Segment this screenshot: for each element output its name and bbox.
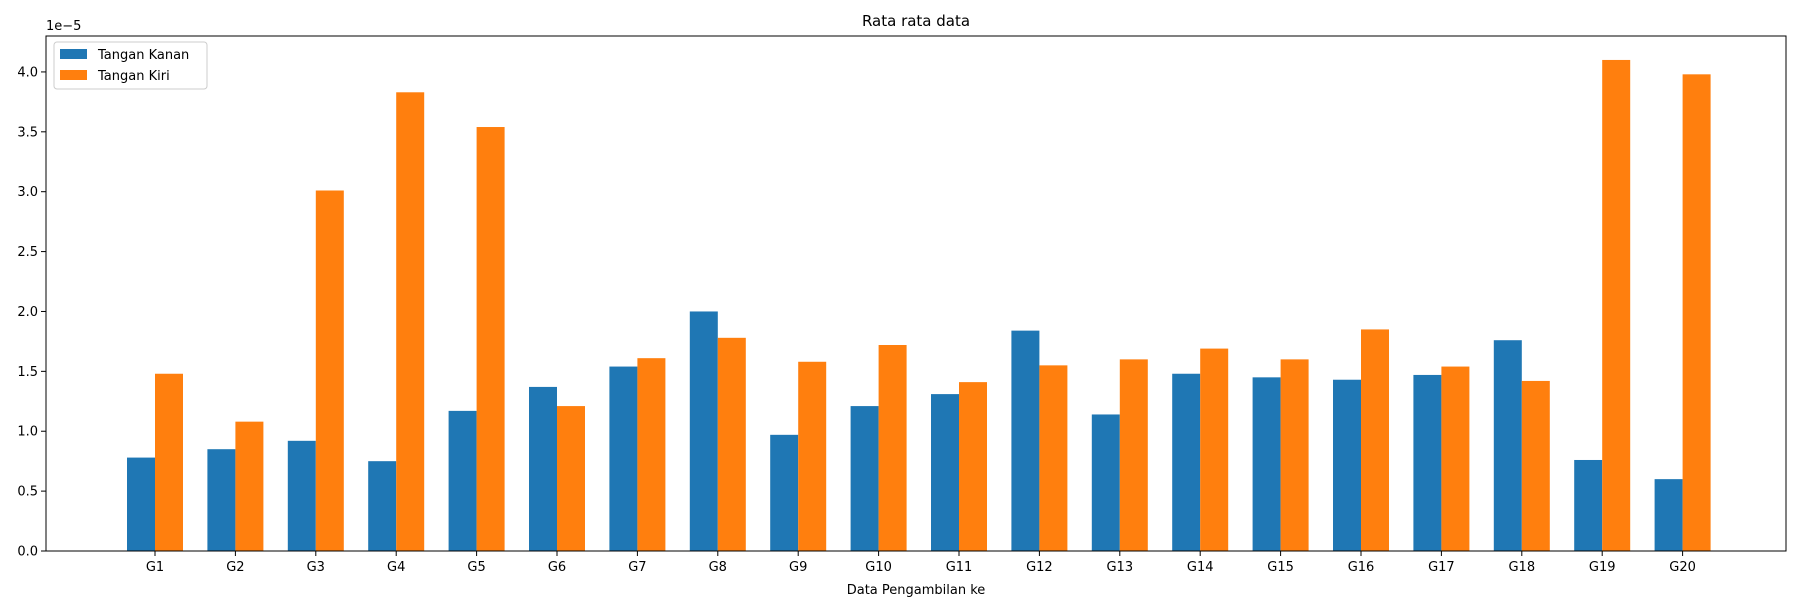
bar-tangan-kanan-g4 xyxy=(368,461,397,551)
bar-tangan-kiri-g13 xyxy=(1119,359,1148,551)
x-tick-label: G12 xyxy=(1026,560,1053,575)
bar-tangan-kiri-g4 xyxy=(396,92,425,551)
x-tick-label: G13 xyxy=(1106,560,1133,575)
bar-tangan-kanan-g18 xyxy=(1493,340,1522,551)
bar-tangan-kanan-g2 xyxy=(207,449,236,551)
bar-tangan-kiri-g3 xyxy=(315,190,344,551)
x-tick-label: G10 xyxy=(865,560,892,575)
bar-tangan-kiri-g6 xyxy=(557,406,585,551)
bar-tangan-kiri-g20 xyxy=(1682,74,1711,551)
bar-tangan-kiri-g19 xyxy=(1602,59,1631,551)
bar-tangan-kiri-g2 xyxy=(235,421,264,551)
bar-tangan-kiri-g11 xyxy=(959,382,987,551)
bar-tangan-kanan-g19 xyxy=(1574,459,1603,551)
x-tick-label: G3 xyxy=(307,560,325,575)
bar-tangan-kiri-g8 xyxy=(717,337,746,551)
x-tick-label: G7 xyxy=(628,560,646,575)
x-ticks-group: G1 G2 G3 G4 G5 G6 G7 G8 G9 G10 G11 G12 G13 G14 G15 G16 G… xyxy=(146,551,1696,575)
y-tick-label: 1.0 xyxy=(17,425,38,440)
x-tick-label: G6 xyxy=(548,560,566,575)
legend-swatch xyxy=(60,49,87,59)
bar-tangan-kanan-g8 xyxy=(689,311,718,551)
bar-tangan-kiri-g17 xyxy=(1441,366,1470,551)
x-tick-label: G1 xyxy=(146,560,164,575)
y-tick-label: 3.0 xyxy=(17,185,38,200)
y-tick-label: 0.0 xyxy=(17,545,38,560)
bar-tangan-kiri-g14 xyxy=(1200,348,1229,551)
bar-tangan-kanan-g12 xyxy=(1011,330,1040,551)
bar-tangan-kanan-g14 xyxy=(1172,373,1201,551)
bar-tangan-kiri-g15 xyxy=(1280,359,1309,551)
x-tick-label: G11 xyxy=(946,560,973,575)
x-tick-label: G18 xyxy=(1508,560,1535,575)
legend-box xyxy=(53,41,208,90)
x-tick-label: G14 xyxy=(1187,560,1214,575)
x-tick-label: G4 xyxy=(387,560,405,575)
x-tick-label: G16 xyxy=(1348,560,1375,575)
x-tick-label: G8 xyxy=(709,560,727,575)
bar-tangan-kiri-g7 xyxy=(637,358,666,551)
x-tick-label: G2 xyxy=(226,560,244,575)
bar-tangan-kanan-g7 xyxy=(609,366,638,551)
legend-label: Tangan Kiri xyxy=(97,69,170,84)
y-tick-label: 2.0 xyxy=(17,305,38,320)
bar-tangan-kiri-g5 xyxy=(476,127,505,551)
bar-tangan-kanan-g9 xyxy=(770,434,799,551)
bar-tangan-kanan-g3 xyxy=(287,440,316,551)
bar-tangan-kanan-g20 xyxy=(1654,479,1683,551)
bar-tangan-kanan-g15 xyxy=(1252,377,1281,551)
x-tick-label: G15 xyxy=(1267,560,1294,575)
legend-swatch xyxy=(60,70,87,80)
bar-tangan-kiri-g18 xyxy=(1521,380,1550,551)
legend-label: Tangan Kanan xyxy=(97,48,189,63)
bar-tangan-kiri-g1 xyxy=(155,373,183,551)
bar-tangan-kanan-g16 xyxy=(1333,379,1361,551)
bar-tangan-kanan-g13 xyxy=(1091,414,1120,551)
y-tick-label: 2.5 xyxy=(17,245,38,260)
bar-tangan-kanan-g10 xyxy=(850,406,879,551)
plot-frame xyxy=(45,35,1787,552)
x-tick-label: G20 xyxy=(1669,560,1696,575)
y-tick-label: 1.5 xyxy=(17,365,38,380)
y-tick-label: 4.0 xyxy=(17,65,38,80)
y-tick-label: 0.5 xyxy=(17,485,38,500)
x-tick-label: G5 xyxy=(467,560,485,575)
y-tick-label: 3.5 xyxy=(17,125,38,140)
bar-tangan-kanan-g5 xyxy=(448,410,477,551)
x-tick-label: G19 xyxy=(1589,560,1616,575)
x-tick-label: G17 xyxy=(1428,560,1455,575)
x-tick-label: G9 xyxy=(789,560,807,575)
bar-tangan-kiri-g16 xyxy=(1361,329,1389,551)
y-ticks-group: 0.0 0.5 1.0 1.5 2.0 2.5 3.0 3.5 4.0 xyxy=(17,65,46,560)
chart-title: Rata rata data xyxy=(862,12,970,30)
legend: Tangan Kanan Tangan Kiri xyxy=(53,41,208,90)
bar-tangan-kiri-g9 xyxy=(798,361,827,551)
y-axis-offset-text: 1e−5 xyxy=(46,19,81,34)
x-axis-label: Data Pengambilan ke xyxy=(847,583,986,598)
bar-tangan-kanan-g1 xyxy=(127,457,155,551)
bar-tangan-kiri-g10 xyxy=(878,345,907,551)
bar-tangan-kiri-g12 xyxy=(1039,365,1068,551)
bar-tangan-kanan-g17 xyxy=(1413,374,1442,551)
bar-tangan-kanan-g6 xyxy=(529,386,557,551)
bars-group xyxy=(127,59,1711,551)
bar-tangan-kanan-g11 xyxy=(931,394,959,551)
